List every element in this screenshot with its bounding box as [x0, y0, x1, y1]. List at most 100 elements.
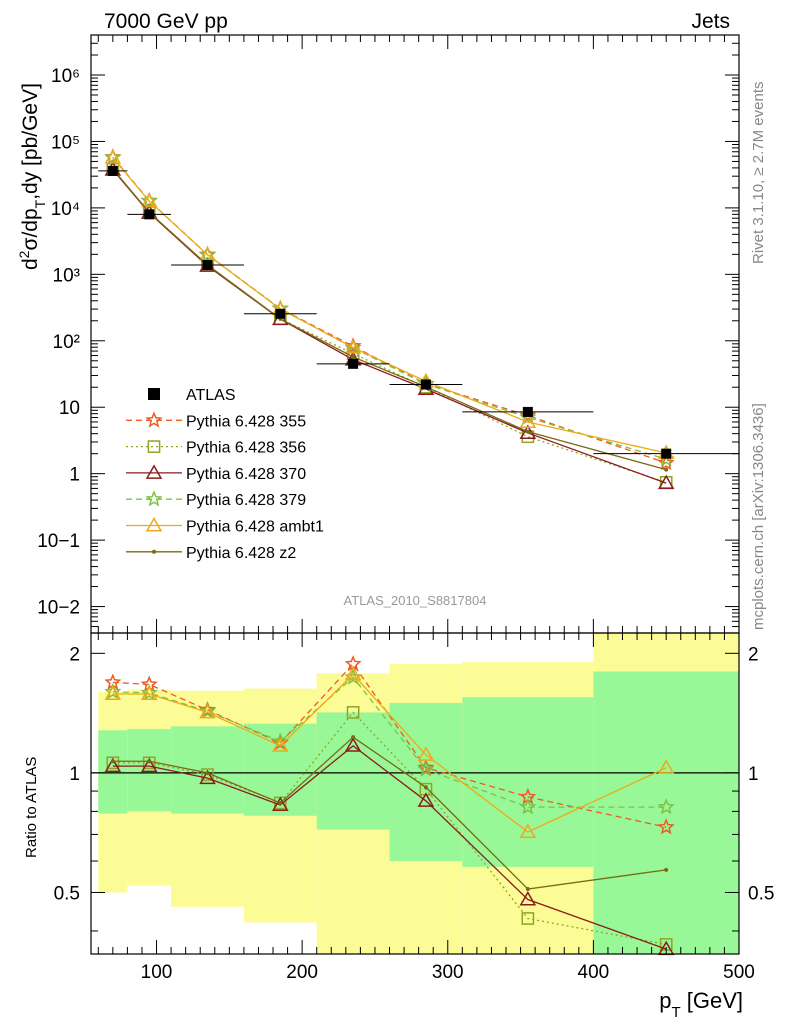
legend-marker — [145, 464, 163, 479]
ratio-panel-frame — [90, 632, 740, 955]
ratio-axes: 100 200 300 400 500 0.5 0.5 1 1 2 2 — [54, 633, 774, 983]
ratio-point — [271, 732, 289, 749]
series-line — [112, 169, 667, 484]
ratio-point — [272, 737, 289, 752]
y-tick-label: 10⁴ — [51, 199, 80, 220]
inner-band-bin — [127, 728, 172, 812]
main-panel-frame — [90, 34, 740, 634]
ratio-point — [278, 800, 283, 805]
inner-band-bin — [593, 671, 739, 954]
legend-label-atlas: ATLAS — [186, 387, 236, 404]
mcplots-label: mcplots.cern.ch [arXiv:1306.3436] — [750, 403, 767, 630]
legend-label: Pythia 6.428 370 — [186, 466, 306, 483]
x-tick-label: 100 — [141, 962, 173, 983]
ratio-point — [104, 682, 122, 700]
ratio-series-line — [112, 736, 667, 890]
ratio-point — [417, 760, 435, 777]
legend-marker — [145, 490, 163, 507]
series-line — [112, 168, 667, 471]
series-point — [140, 192, 158, 208]
ratio-series-line — [112, 744, 667, 950]
ratio-point — [272, 796, 289, 812]
series-point — [519, 408, 537, 425]
series-point — [519, 406, 537, 423]
y-tick-label: 10³ — [53, 265, 80, 286]
x-tick-label: 500 — [723, 962, 755, 983]
ratio-point — [140, 683, 158, 701]
ratio-point — [664, 867, 669, 872]
y-tick-label: 10−1 — [37, 531, 80, 552]
ratio-point — [657, 759, 675, 774]
series-point — [344, 339, 362, 354]
ratio-point — [657, 818, 675, 835]
atlas-point — [107, 165, 118, 176]
series-point — [104, 148, 122, 165]
atlas-point — [661, 448, 672, 459]
ratio-point — [106, 756, 120, 770]
series-point — [140, 192, 158, 209]
atlas-point — [522, 406, 533, 417]
atlas-point — [348, 358, 359, 369]
inner-band-bin — [316, 712, 390, 830]
y-tick-label: 10⁶ — [51, 66, 80, 87]
ratio-series-line — [112, 711, 667, 946]
legend-marker-atlas — [148, 388, 160, 400]
ratio-point — [519, 798, 537, 815]
ratio-point — [110, 759, 115, 764]
legend-label: Pythia 6.428 355 — [186, 413, 306, 430]
y-tick-label: 10⁵ — [51, 132, 80, 153]
rivet-label: Rivet 3.1.10, ≥ 2.7M events — [750, 82, 767, 265]
ratio-point — [344, 737, 362, 752]
series-point — [525, 429, 530, 434]
legend-label: Pythia 6.428 z2 — [186, 545, 296, 562]
series-point — [664, 467, 669, 472]
ratio-y-tick-label: 0.5 — [54, 883, 80, 904]
series-point — [104, 149, 122, 164]
ratio-point — [344, 665, 362, 681]
header-right: Jets — [691, 10, 730, 33]
series-line — [112, 168, 667, 483]
legend-marker — [152, 549, 156, 554]
series-point — [657, 474, 675, 490]
ratio-y-tick-label-right: 2 — [748, 644, 759, 665]
ratio-point — [519, 823, 537, 838]
ratio-point — [519, 891, 537, 906]
series-point — [344, 337, 362, 354]
atlas-point — [144, 209, 155, 220]
ratio-point — [140, 685, 158, 700]
y-tick-label: 1 — [69, 465, 80, 486]
ratio-y-tick-label: 1 — [69, 764, 80, 785]
series-point — [657, 453, 675, 471]
atlas-point — [420, 379, 431, 390]
analysis-label: ATLAS_2010_S8817804 — [344, 593, 487, 608]
ratio-point — [199, 769, 216, 785]
ratio-series-line — [112, 673, 667, 833]
x-axis-label: pT [GeV] — [659, 988, 743, 1021]
series-point — [351, 355, 356, 360]
ratio-point — [104, 685, 122, 700]
ratio-point — [417, 758, 435, 776]
legend: ATLAS Pythia 6.428 355 Pythia 6.428 356 Pyt… — [126, 387, 324, 562]
legend-label: Pythia 6.428 ambt1 — [186, 519, 324, 536]
y-tick-label: 10² — [53, 332, 80, 353]
ratio-point — [147, 759, 152, 764]
series-point — [657, 450, 675, 467]
legend-marker — [147, 440, 161, 453]
main-y-axis-label: d2σ/dpT,dy [pb/GeV] — [16, 83, 48, 270]
ratio-point — [199, 703, 216, 719]
ratio-point — [140, 757, 158, 773]
ratio-series-line — [112, 662, 667, 828]
x-tick-label: 400 — [578, 962, 610, 983]
legend-label: Pythia 6.428 356 — [186, 440, 306, 457]
ratio-uncertainty-bands — [91, 633, 739, 954]
y-tick-label: 10 — [59, 398, 80, 419]
x-tick-label: 300 — [432, 962, 464, 983]
ratio-point — [346, 706, 360, 719]
ratio-y-tick-label-right: 0.5 — [748, 883, 774, 904]
inner-band-bin — [462, 697, 594, 867]
x-tick-label: 200 — [286, 962, 318, 983]
atlas-point — [202, 260, 213, 271]
ratio-series — [104, 655, 675, 956]
atlas-point — [275, 308, 286, 319]
